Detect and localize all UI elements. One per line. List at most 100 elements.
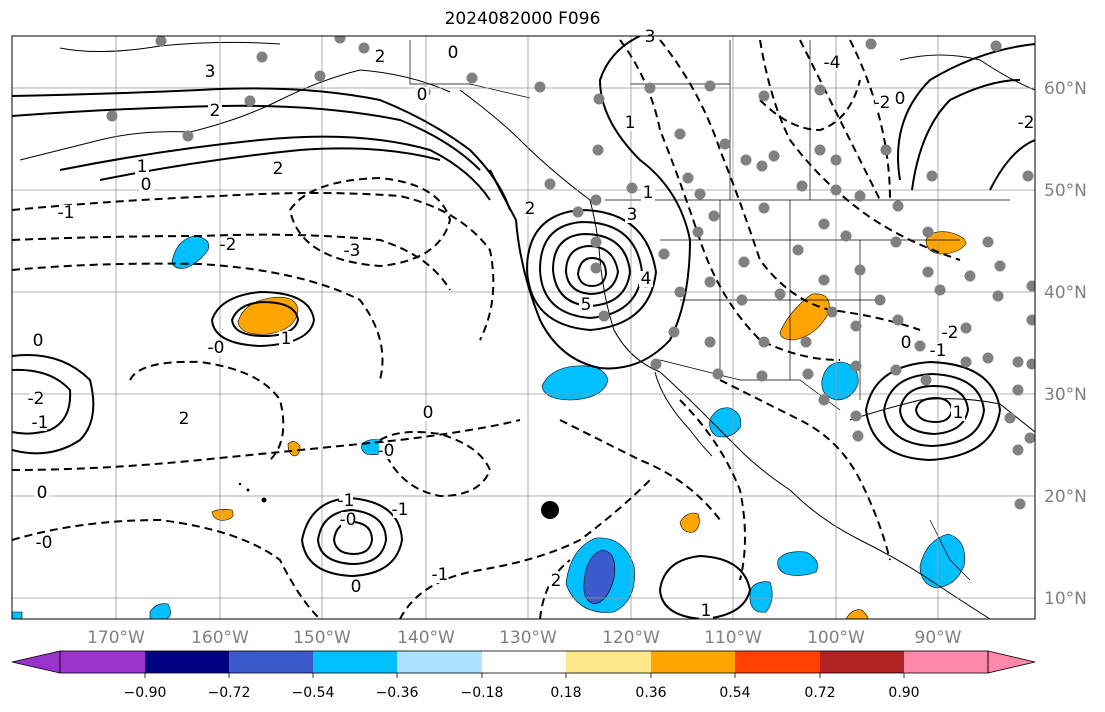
contour-label: 1	[701, 601, 712, 621]
lat-label: 50°N	[1044, 181, 1087, 201]
lon-label: 130°W	[499, 628, 557, 648]
contour-label-bg	[29, 391, 43, 407]
contour-label-bg	[433, 567, 447, 583]
coast-baja	[654, 371, 713, 457]
colorbar-tick-label: −0.18	[461, 685, 504, 701]
contour-label-bg	[931, 343, 945, 359]
graticule	[12, 36, 1035, 619]
contour-label: -4	[824, 53, 841, 73]
contour-label-bg	[203, 64, 217, 80]
contour-label-bg	[549, 573, 563, 589]
contour-label-bg	[341, 512, 355, 528]
contour-label: 1	[643, 183, 654, 203]
island-hawaii-3	[238, 482, 242, 486]
contour-label: 1	[625, 113, 636, 133]
contour-label-bg	[345, 243, 359, 259]
colorbar-tick-label: 0.36	[635, 685, 666, 701]
lon-label: 100°W	[807, 628, 865, 648]
station-dots	[106, 36, 1035, 510]
contour-label: 4	[641, 269, 652, 289]
map-title: 2024082000 F096	[444, 9, 601, 29]
contour-cyclone-3	[551, 232, 632, 308]
contour-dash-19	[759, 79, 861, 132]
contour-label-bg	[177, 411, 191, 427]
contour-pacific-high-2	[230, 300, 300, 338]
contour-dash-6	[12, 419, 521, 471]
contour-dash-9	[399, 479, 651, 619]
contour-label-bg	[893, 91, 907, 107]
contours	[12, 36, 1035, 619]
contour-label-bg	[339, 493, 353, 509]
latitude-labels: 60°N 50°N 40°N 30°N 20°N 10°N	[1044, 79, 1087, 609]
lat-label: 30°N	[1044, 385, 1087, 405]
fill-blue-west-corner	[12, 611, 23, 619]
contour-dash-2	[12, 233, 451, 291]
contour-cyclone-5	[576, 256, 608, 288]
contour-ridge-outer	[489, 36, 692, 370]
contour-label: -1	[432, 565, 449, 585]
political-borders	[409, 40, 1010, 581]
contour-label-bg	[271, 161, 285, 177]
contour-label-bg	[699, 603, 713, 619]
contour-label-bg	[209, 340, 223, 356]
contour-dash-11	[619, 39, 841, 361]
contour-west-high	[12, 354, 95, 455]
colorbar-bin	[397, 651, 482, 673]
contour-label-bg	[37, 535, 51, 551]
colorbar-extend-low	[11, 650, 61, 674]
contour-label: 0	[448, 43, 459, 63]
contour-label: 0	[895, 89, 906, 109]
coast-canada-east	[899, 54, 1035, 91]
fill-blue-south-east1	[777, 551, 818, 576]
island-hawaii	[261, 497, 267, 503]
lon-label: 120°W	[602, 628, 660, 648]
lat-label: 20°N	[1044, 487, 1087, 507]
colorbar-tick-label: −0.54	[292, 685, 335, 701]
contour-ne-ridge-3	[989, 139, 1035, 191]
colorbar-tick-label: 0.72	[804, 685, 835, 701]
contour-label-bg	[35, 485, 49, 501]
coast-gulf	[849, 398, 1035, 433]
fill-orange-small3	[679, 512, 700, 533]
contour-label-bg	[623, 115, 637, 131]
fill-orange-lakes	[925, 231, 967, 255]
contour-label: 2	[273, 159, 284, 179]
colorbar-extend-high	[987, 650, 1036, 674]
contour-label: 0	[33, 331, 44, 351]
contour-label-bg	[373, 49, 387, 65]
contour-ridge-5	[99, 147, 441, 181]
fill-blue-central-america	[919, 533, 965, 589]
contour-cyclone-4	[564, 244, 620, 296]
colorbar-tick-label: 0.90	[888, 685, 919, 701]
contour-label-bg	[135, 159, 149, 175]
contour-label: 2	[179, 409, 190, 429]
contour-label: 3	[627, 205, 638, 225]
anomaly-fills	[12, 231, 967, 619]
contour-ne-ridge-1	[897, 43, 1035, 181]
contour-gulf-high-2	[882, 372, 986, 448]
colorbar-tick-label: −0.90	[124, 685, 167, 701]
contour-label-bg	[825, 55, 839, 71]
contour-label-bg	[349, 579, 363, 595]
contour-label: -2	[220, 235, 237, 255]
colorbar-tick-label: −0.72	[208, 685, 251, 701]
contour-south-high-2	[316, 508, 388, 566]
contour-dash-8	[379, 431, 492, 498]
contour-dash-10	[539, 559, 571, 619]
contour-west-high-2	[12, 368, 72, 435]
contour-south-low	[658, 554, 752, 619]
border-us-mexico	[659, 359, 841, 411]
contour-label: -1	[338, 491, 355, 511]
contour-label-bg	[279, 331, 293, 347]
contour-label: -3	[344, 241, 361, 261]
contour-label-bg	[59, 205, 73, 221]
contour-label-bg	[379, 443, 393, 459]
contour-label-bg	[951, 405, 965, 421]
contour-label: 3	[645, 27, 656, 47]
coast-alaska	[19, 69, 451, 161]
lon-label: 90°W	[915, 628, 962, 648]
border-central-am	[929, 519, 971, 581]
contour-label: 1	[281, 329, 292, 349]
colorbar-bin	[904, 651, 988, 673]
